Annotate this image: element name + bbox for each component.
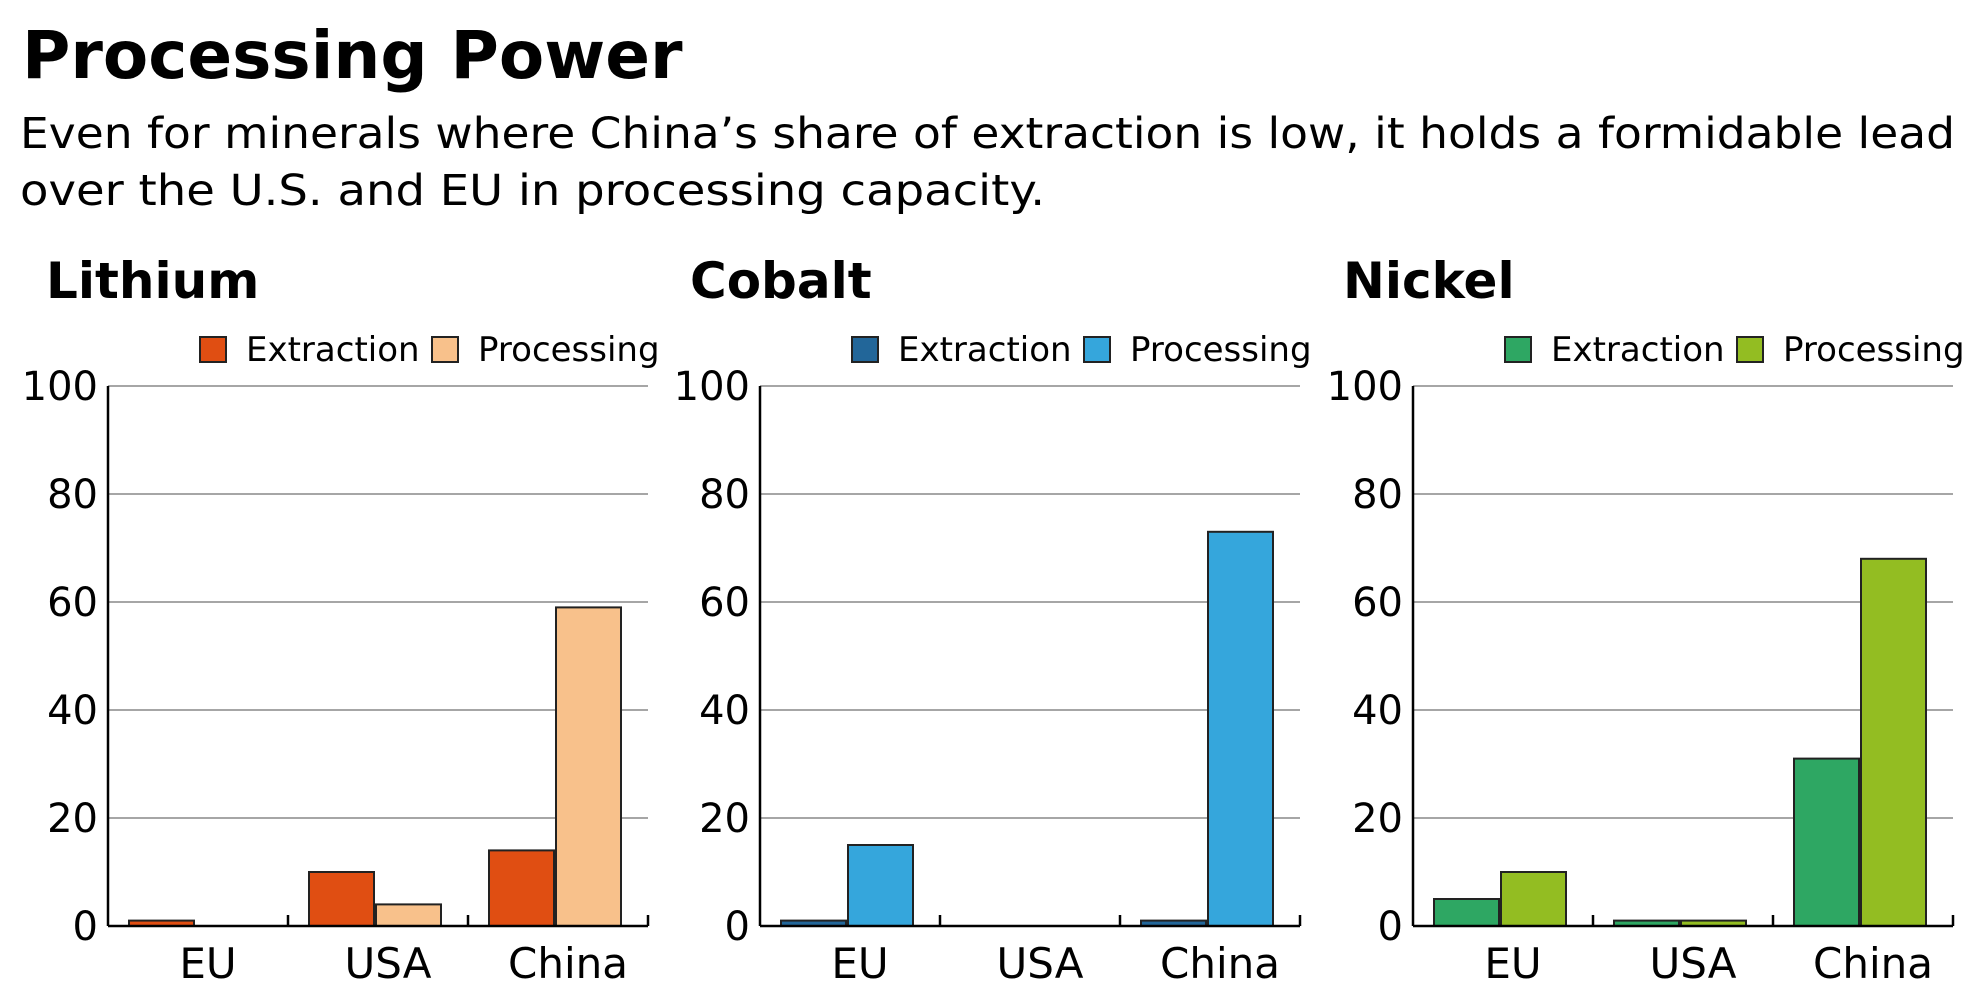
legend: Extraction Processing xyxy=(1504,330,1965,370)
x-tick-label: China xyxy=(1813,939,1933,988)
y-tick-label: 20 xyxy=(1352,796,1403,842)
bar-processing-china xyxy=(1207,530,1274,927)
legend-label-extraction: Extraction xyxy=(1551,330,1725,370)
panel-title: Cobalt xyxy=(690,252,872,310)
y-tick-label: 60 xyxy=(699,580,750,626)
subtitle-line-2: over the U.S. and EU in processing capac… xyxy=(20,166,1045,216)
panel-title: Nickel xyxy=(1343,252,1515,310)
x-tick-label: EU xyxy=(831,939,888,988)
bar-processing-eu xyxy=(847,844,914,927)
y-tick-label: 40 xyxy=(47,688,98,734)
y-tick-label: 100 xyxy=(22,364,98,410)
legend: Extraction Processing xyxy=(851,330,1312,370)
legend-swatch-processing xyxy=(431,336,459,363)
panel-title: Lithium xyxy=(46,252,259,310)
legend-swatch-extraction xyxy=(851,336,879,363)
legend-label-processing: Processing xyxy=(478,330,660,370)
chart-panels: Lithium Extraction Processing 0 20 40 60 80 100 E… xyxy=(22,252,1965,988)
y-tick-label: 20 xyxy=(699,796,750,842)
chart-panel-nickel: Nickel Extraction Processing 0 20 40 60 80 100 EU… xyxy=(1327,252,1965,988)
legend-label-extraction: Extraction xyxy=(898,330,1072,370)
bar-processing-eu xyxy=(1500,871,1567,927)
legend: Extraction Processing xyxy=(199,330,660,370)
legend-swatch-processing xyxy=(1736,336,1764,363)
legend-label-processing: Processing xyxy=(1783,330,1965,370)
y-tick-label: 40 xyxy=(1352,688,1403,734)
subtitle-line-1: Even for minerals where China’s share of… xyxy=(20,109,1955,159)
x-tick-label: USA xyxy=(345,939,432,988)
x-tick-label: EU xyxy=(179,939,236,988)
legend-label-extraction: Extraction xyxy=(246,330,420,370)
y-tick-label: 60 xyxy=(47,580,98,626)
y-tick-label: 60 xyxy=(1352,580,1403,626)
page-title: Processing Power xyxy=(22,17,683,94)
x-tick-label: USA xyxy=(1650,939,1737,988)
y-tick-label: 40 xyxy=(699,688,750,734)
bar-extraction-china xyxy=(488,849,555,928)
y-tick-label: 0 xyxy=(1378,904,1403,950)
chart-panel-lithium: Lithium Extraction Processing 0 20 40 60 80 100 E… xyxy=(22,252,660,988)
y-tick-label: 80 xyxy=(47,472,98,518)
y-tick-label: 100 xyxy=(674,364,750,410)
x-tick-label: China xyxy=(508,939,628,988)
bar-processing-china xyxy=(555,606,622,928)
y-tick-label: 0 xyxy=(725,904,750,950)
legend-swatch-processing xyxy=(1083,336,1111,363)
x-tick-label: China xyxy=(1160,939,1280,988)
bar-extraction-china xyxy=(1793,757,1860,927)
legend-swatch-extraction xyxy=(1504,336,1532,363)
bar-processing-usa xyxy=(375,903,442,928)
x-tick-label: EU xyxy=(1484,939,1541,988)
x-tick-label: USA xyxy=(997,939,1084,988)
y-tick-label: 0 xyxy=(73,904,98,950)
y-tick-label: 80 xyxy=(1352,472,1403,518)
chart-panel-cobalt: Cobalt Extraction Processing 0 20 40 60 80 100 EU… xyxy=(674,252,1312,988)
legend-swatch-extraction xyxy=(199,336,227,363)
y-tick-label: 80 xyxy=(699,472,750,518)
bar-extraction-eu xyxy=(1433,898,1500,927)
legend-label-processing: Processing xyxy=(1130,330,1312,370)
bar-extraction-usa xyxy=(308,871,375,927)
y-tick-label: 20 xyxy=(47,796,98,842)
y-tick-label: 100 xyxy=(1327,364,1403,410)
bar-processing-china xyxy=(1860,557,1927,927)
